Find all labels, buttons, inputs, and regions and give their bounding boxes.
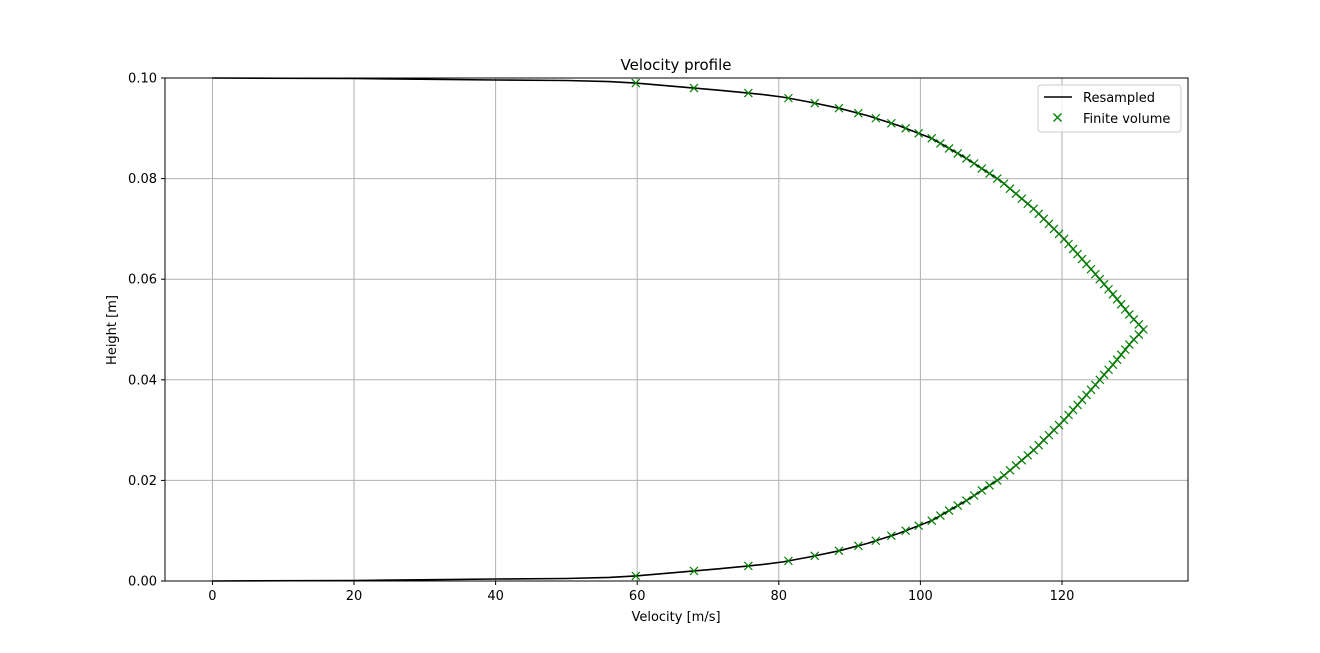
finite-volume-point bbox=[953, 149, 963, 158]
finite-volume-point bbox=[977, 486, 987, 495]
ticks: 0 20 40 60 80 100 120 0.00 0.02 0.04 0.06 0.08 0.10 bbox=[128, 72, 1074, 605]
finite-volume-point bbox=[1005, 184, 1015, 194]
finite-volume-point bbox=[944, 506, 954, 516]
y-axis-label: Height [m] bbox=[105, 295, 120, 365]
x-tick-label: 20 bbox=[346, 589, 363, 604]
finite-volume-point bbox=[985, 169, 994, 178]
finite-volume-point bbox=[631, 78, 641, 88]
legend: Resampled Finite volume bbox=[1037, 84, 1182, 133]
legend-label-finite-volume: Finite volume bbox=[1083, 112, 1170, 127]
finite-volume-point bbox=[992, 475, 1002, 485]
finite-volume-point bbox=[969, 491, 979, 500]
finite-volume-point bbox=[1120, 304, 1130, 314]
y-tick-label: 0.08 bbox=[128, 172, 157, 187]
finite-volume-point bbox=[871, 113, 881, 123]
x-tick-label: 0 bbox=[208, 589, 216, 604]
finite-volume-point bbox=[1112, 355, 1122, 365]
finite-volume-point bbox=[853, 541, 863, 551]
finite-volume-point bbox=[961, 496, 971, 505]
finite-volume-point bbox=[927, 133, 937, 143]
finite-volume-point bbox=[1011, 460, 1021, 470]
legend-label-resampled: Resampled bbox=[1083, 91, 1155, 106]
finite-volume-point bbox=[784, 556, 793, 566]
finite-volume-point bbox=[784, 93, 793, 103]
finite-volume-point bbox=[944, 143, 954, 153]
finite-volume-point bbox=[1023, 450, 1033, 460]
finite-volume-point bbox=[992, 174, 1002, 184]
finite-volume-point bbox=[834, 546, 844, 556]
x-tick-label: 40 bbox=[487, 589, 504, 604]
y-tick-label: 0.00 bbox=[128, 575, 157, 590]
x-tick-label: 120 bbox=[1050, 589, 1075, 604]
finite-volume-point bbox=[1005, 465, 1015, 475]
finite-volume-point bbox=[961, 154, 971, 163]
finite-volume-point bbox=[1120, 345, 1130, 355]
x-axis-label: Velocity [m/s] bbox=[631, 610, 720, 625]
finite-volume-point bbox=[886, 531, 896, 541]
finite-volume-point bbox=[977, 164, 987, 173]
finite-volume-point bbox=[1124, 309, 1134, 319]
legend-x-marker-icon bbox=[1053, 113, 1062, 122]
y-tick-label: 0.10 bbox=[128, 72, 157, 87]
data-layer bbox=[212, 77, 1148, 582]
finite-volume-point bbox=[953, 501, 963, 510]
finite-volume-point bbox=[901, 123, 911, 133]
finite-volume-point bbox=[743, 88, 753, 98]
resampled-series-line bbox=[212, 77, 1145, 582]
finite-volume-point bbox=[810, 551, 820, 561]
finite-volume-point bbox=[1029, 204, 1039, 214]
finite-volume-point bbox=[999, 179, 1009, 189]
plot-frame bbox=[164, 77, 1189, 582]
finite-volume-point bbox=[901, 526, 911, 536]
legend-box bbox=[1037, 84, 1182, 133]
chart-title: Velocity profile bbox=[621, 56, 732, 74]
finite-volume-point bbox=[886, 118, 896, 128]
finite-volume-point bbox=[810, 98, 820, 108]
finite-volume-point bbox=[914, 521, 924, 531]
x-tick-label: 80 bbox=[771, 589, 788, 604]
finite-volume-point bbox=[1017, 455, 1027, 465]
finite-volume-point bbox=[631, 571, 641, 581]
finite-volume-point bbox=[689, 83, 699, 93]
x-tick-label: 100 bbox=[908, 589, 933, 604]
finite-volume-point bbox=[853, 108, 863, 118]
y-tick-label: 0.06 bbox=[128, 273, 157, 288]
finite-volume-point bbox=[834, 103, 844, 113]
finite-volume-point bbox=[935, 511, 945, 521]
finite-volume-point bbox=[969, 159, 979, 168]
finite-volume-point bbox=[743, 561, 753, 571]
finite-volume-point bbox=[1017, 194, 1027, 204]
finite-volume-point bbox=[935, 138, 945, 148]
finite-volume-point bbox=[985, 481, 994, 490]
finite-volume-point bbox=[914, 128, 924, 138]
finite-volume-point bbox=[1023, 199, 1033, 209]
finite-volume-point bbox=[999, 470, 1009, 480]
x-tick-label: 60 bbox=[629, 589, 646, 604]
finite-volume-point bbox=[1011, 189, 1021, 199]
finite-volume-point bbox=[1116, 299, 1126, 309]
grid bbox=[165, 77, 1188, 582]
finite-volume-point bbox=[689, 566, 699, 576]
finite-volume-point bbox=[871, 536, 881, 546]
finite-volume-point bbox=[1116, 350, 1126, 360]
finite-volume-point bbox=[927, 516, 937, 526]
y-tick-label: 0.02 bbox=[128, 474, 157, 489]
y-tick-label: 0.04 bbox=[128, 373, 157, 388]
